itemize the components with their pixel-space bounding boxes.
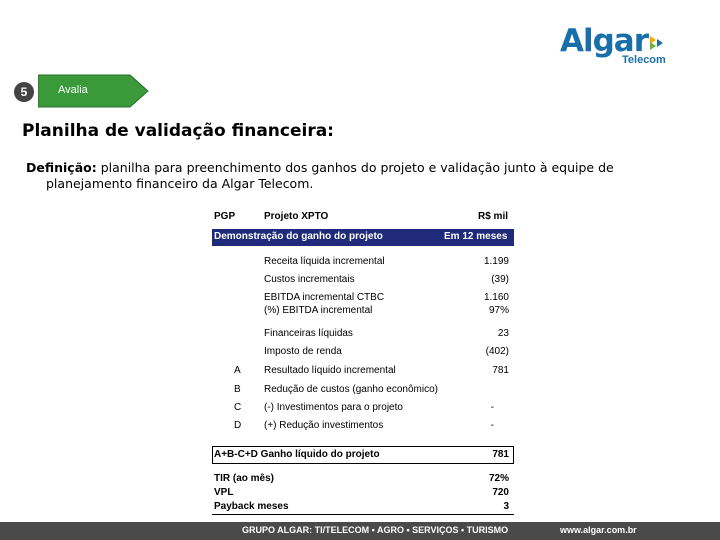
row-label: (%) EBITDA incremental <box>264 305 373 316</box>
sheet-col-currency: R$ mil <box>478 211 509 222</box>
algar-telecom-logo: Algar Telecom <box>560 22 670 70</box>
row-value: 1.199 <box>483 256 509 267</box>
row-value: - <box>490 420 494 431</box>
row-key: A <box>234 365 241 376</box>
footer-bar: GRUPO ALGAR: TI/TELECOM • AGRO • SERVIÇO… <box>0 522 720 540</box>
sheet-col-project: Projeto XPTO <box>264 211 329 222</box>
row-key: C <box>234 402 242 413</box>
row-label: (+) Redução investimentos <box>264 420 384 431</box>
row-value: 781 <box>492 365 509 376</box>
row-key: B <box>234 384 241 395</box>
row-value: 1.160 <box>483 292 509 303</box>
step-label: Avalia <box>58 84 88 96</box>
definition-term: Definição: <box>26 160 97 175</box>
total-left-border <box>212 447 213 463</box>
definition-text-2: planejamento financeiro da Algar Telecom… <box>46 176 314 191</box>
total-label: A+B-C+D Ganho líquido do projeto <box>214 449 380 460</box>
row-label: Redução de custos (ganho econômico) <box>264 384 438 395</box>
footer-website: www.algar.com.br <box>560 525 637 535</box>
sheet-section-bar: Demonstração do ganho do projeto Em 12 m… <box>212 229 514 246</box>
row-value: (39) <box>491 274 509 285</box>
row-label: (-) Investimentos para o projeto <box>264 402 403 413</box>
financial-validation-sheet: PGP Projeto XPTO R$ mil Demonstração do … <box>212 209 514 515</box>
row-value: - <box>490 402 494 413</box>
metric-value: 720 <box>492 487 509 498</box>
total-bottom-border <box>212 463 514 464</box>
row-label: EBITDA incremental CTBC <box>264 292 385 303</box>
page-title: Planilha de validação financeira: <box>22 121 334 141</box>
total-top-border <box>212 446 514 447</box>
step-arrow-icon <box>38 74 149 108</box>
section-title: Demonstração do ganho do projeto <box>214 231 383 242</box>
section-period: Em 12 meses <box>444 231 508 242</box>
row-label: Financeiras líquidas <box>264 328 353 339</box>
step-number-badge: 5 <box>14 82 34 102</box>
metric-label: VPL <box>214 487 234 498</box>
row-label: Receita líquida incremental <box>264 256 385 267</box>
row-value: 97% <box>488 305 509 316</box>
definition-paragraph: Definição: planilha para preenchimento d… <box>26 160 694 192</box>
metric-value: 72% <box>488 473 509 484</box>
definition-text-1: planilha para preenchimento dos ganhos d… <box>96 160 614 175</box>
total-value: 781 <box>492 449 509 460</box>
row-value: (402) <box>485 346 509 357</box>
footer-group-text: GRUPO ALGAR: TI/TELECOM • AGRO • SERVIÇO… <box>242 525 509 535</box>
row-label: Imposto de renda <box>264 346 342 357</box>
total-right-border <box>513 447 514 463</box>
row-label: Custos incrementais <box>264 274 355 285</box>
sheet-bottom-border <box>212 514 514 515</box>
logo-subtitle: Telecom <box>622 54 666 66</box>
logo-arrows-icon <box>650 36 663 50</box>
metric-label: Payback meses <box>214 501 289 512</box>
metric-label: TIR (ao mês) <box>214 473 275 484</box>
row-label: Resultado líquido incremental <box>264 365 396 376</box>
sheet-col-pgp: PGP <box>214 211 236 222</box>
row-key: D <box>234 420 242 431</box>
metric-value: 3 <box>503 501 509 512</box>
row-value: 23 <box>497 328 509 339</box>
logo-wordmark: Algar <box>560 23 649 59</box>
